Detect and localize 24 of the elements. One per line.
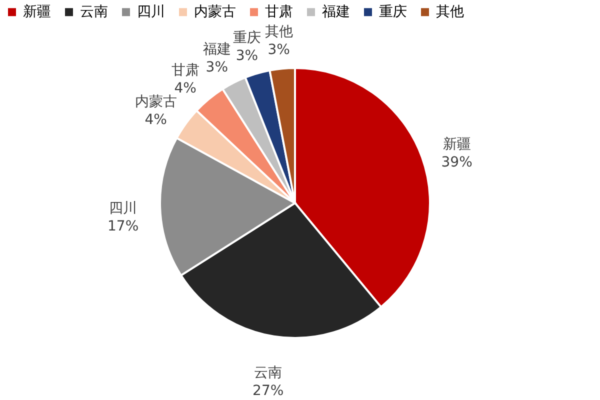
data-label: 4% (174, 80, 196, 96)
legend-label: 甘肃 (265, 4, 293, 20)
legend-label: 其他 (436, 4, 464, 20)
slice-label: 甘肃 (171, 62, 200, 78)
legend-label: 内蒙古 (194, 4, 236, 20)
slice-label: 四川 (109, 200, 138, 216)
legend-label: 云南 (80, 4, 108, 20)
data-label: 39% (441, 154, 472, 171)
legend-label: 重庆 (379, 4, 407, 20)
data-label: 4% (144, 112, 167, 128)
legend-label: 福建 (322, 4, 350, 20)
legend-label: 新疆 (23, 4, 51, 20)
slice-label: 重庆 (233, 30, 262, 46)
slice-label: 福建 (202, 42, 231, 58)
data-label: 3% (206, 60, 228, 76)
legend-label: 四川 (137, 4, 165, 20)
slice-label: 云南 (254, 364, 282, 381)
slice-label: 内蒙古 (134, 94, 177, 110)
data-label: 3% (236, 48, 258, 64)
data-label: 27% (252, 382, 284, 399)
slice-label: 其他 (264, 24, 293, 40)
slice-label: 新疆 (442, 136, 471, 153)
data-label: 17% (108, 218, 139, 234)
data-label: 3% (268, 42, 290, 58)
